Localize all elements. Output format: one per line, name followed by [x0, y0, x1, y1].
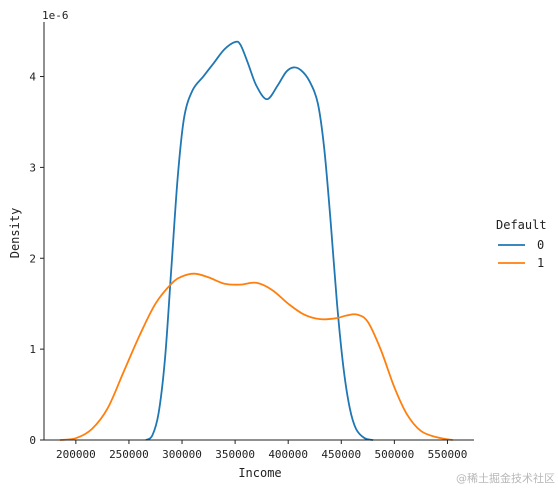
legend-label-0: 0 [537, 238, 544, 252]
y-ticks: 0 1 2 3 4 [29, 71, 44, 447]
legend: Default 0 1 [496, 218, 547, 270]
x-tick-label: 350000 [215, 448, 255, 461]
y-axis-label: Density [8, 208, 22, 259]
y-tick-label: 0 [29, 434, 36, 447]
x-tick-label: 450000 [321, 448, 361, 461]
plot-area [59, 40, 453, 441]
x-tick-label: 500000 [374, 448, 414, 461]
y-tick-label: 4 [29, 71, 36, 84]
series-line-0 [145, 40, 374, 441]
y-tick-label: 1 [29, 343, 36, 356]
y-tick-label: 2 [29, 252, 36, 265]
watermark: @稀土掘金技术社区 [456, 471, 555, 485]
legend-label-1: 1 [537, 256, 544, 270]
series-line-1 [59, 272, 453, 441]
x-tick-label: 200000 [56, 448, 96, 461]
x-axis-label: Income [238, 466, 281, 480]
legend-title: Default [496, 218, 547, 232]
x-tick-label: 250000 [109, 448, 149, 461]
x-ticks: 200000 250000 300000 350000 400000 450000 5000… [56, 440, 467, 461]
x-tick-label: 400000 [268, 448, 308, 461]
x-tick-label: 550000 [428, 448, 468, 461]
y-tick-label: 3 [29, 161, 36, 174]
x-tick-label: 300000 [162, 448, 202, 461]
y-scale-label: 1e-6 [42, 9, 69, 22]
